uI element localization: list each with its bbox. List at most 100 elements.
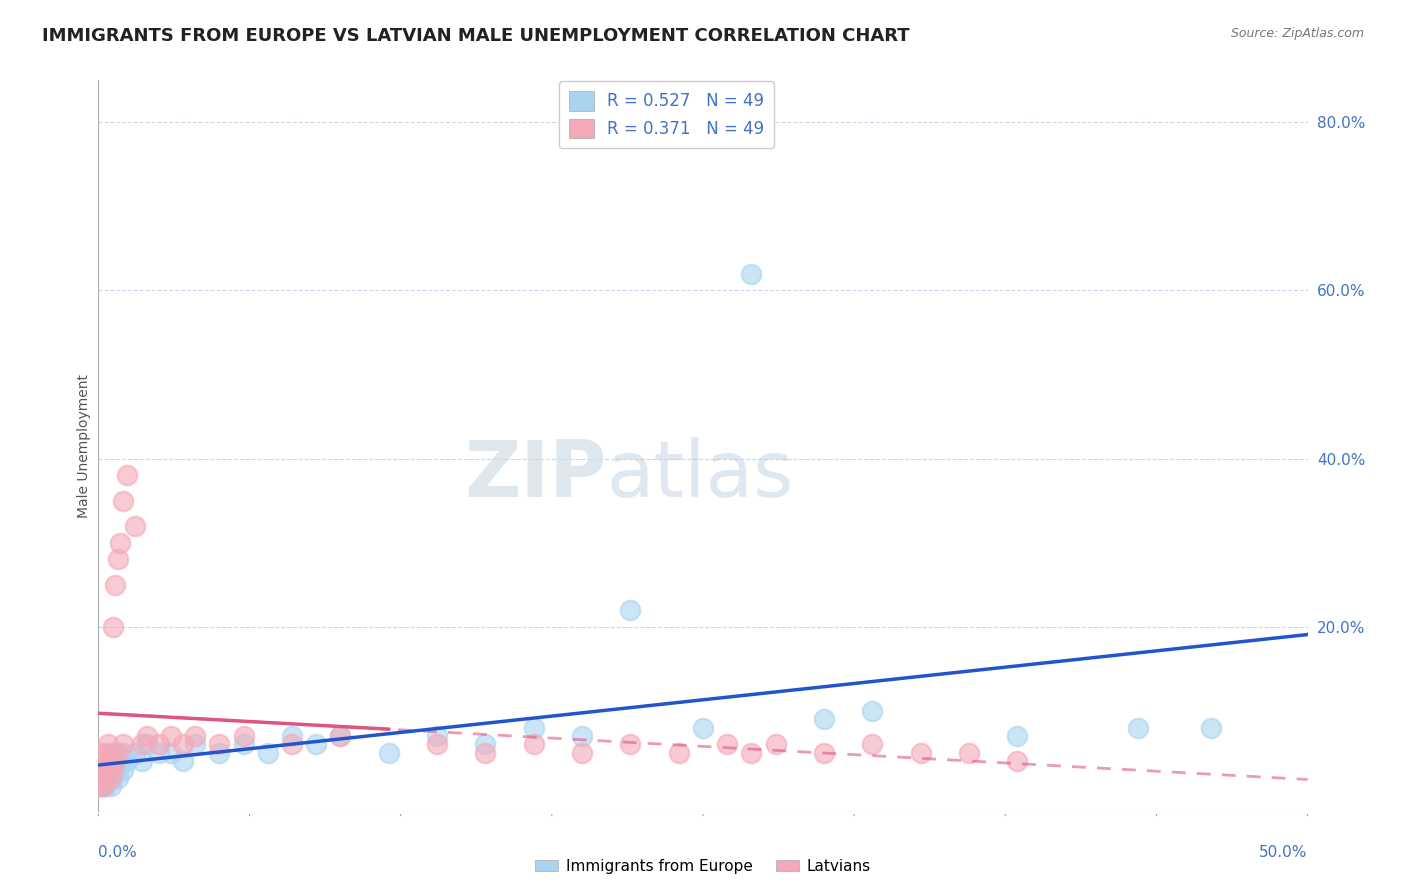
Point (208, 738, 231, 752)
Point (91, 763, 114, 777)
Point (107, 771, 129, 785)
Point (910, 746, 932, 760)
Legend: R = 0.527   N = 49, R = 0.371   N = 49: R = 0.527 N = 49, R = 0.371 N = 49 (560, 81, 775, 148)
Point (184, 738, 207, 752)
Point (148, 738, 170, 752)
Point (256, 746, 278, 760)
Point (740, 746, 762, 760)
Point (94, 746, 117, 760)
Point (107, 746, 129, 760)
Point (377, 746, 399, 760)
Text: ZIP: ZIP (464, 437, 606, 513)
Point (232, 738, 254, 752)
Point (91, 771, 114, 785)
Point (692, 721, 714, 735)
Point (184, 729, 207, 743)
Point (117, 754, 139, 768)
Text: 50.0%: 50.0% (1260, 846, 1308, 861)
Point (160, 746, 183, 760)
Point (104, 578, 127, 592)
Point (94, 771, 117, 785)
Point (135, 729, 157, 743)
Point (124, 519, 146, 533)
Point (108, 535, 131, 549)
Point (860, 738, 883, 752)
Point (94, 771, 117, 785)
Point (813, 712, 835, 726)
Point (813, 746, 835, 760)
Point (131, 754, 153, 768)
Point (329, 729, 352, 743)
Point (108, 754, 131, 768)
Point (111, 763, 134, 777)
Point (281, 729, 304, 743)
Text: Source: ZipAtlas.com: Source: ZipAtlas.com (1230, 27, 1364, 40)
Point (97, 771, 120, 785)
Point (100, 771, 122, 785)
Point (94, 763, 117, 777)
Point (232, 729, 254, 743)
Text: atlas: atlas (606, 437, 794, 513)
Point (148, 746, 170, 760)
Text: 0.0%: 0.0% (98, 846, 138, 861)
Point (97, 738, 120, 752)
Point (90, 780, 112, 794)
Point (104, 754, 127, 768)
Point (94, 780, 117, 794)
Point (135, 738, 157, 752)
Y-axis label: Male Unemployment: Male Unemployment (77, 374, 91, 518)
Point (1007, 729, 1029, 743)
Point (90, 763, 112, 777)
Point (91, 754, 114, 768)
Point (619, 603, 641, 617)
Point (91, 771, 114, 785)
Point (107, 552, 129, 566)
Point (860, 704, 883, 718)
Point (91, 780, 114, 794)
Point (90, 771, 112, 785)
Point (160, 729, 183, 743)
Point (100, 754, 122, 768)
Point (90, 780, 112, 794)
Point (571, 729, 593, 743)
Point (957, 746, 980, 760)
Point (208, 746, 231, 760)
Point (117, 468, 139, 483)
Point (100, 763, 122, 777)
Point (111, 493, 134, 508)
Point (100, 754, 122, 768)
Point (716, 738, 738, 752)
Point (104, 763, 127, 777)
Point (281, 738, 304, 752)
Point (100, 780, 122, 794)
Point (1007, 754, 1029, 768)
Point (474, 746, 496, 760)
Point (426, 738, 449, 752)
Point (765, 738, 787, 752)
Point (94, 763, 117, 777)
Point (97, 763, 120, 777)
Point (668, 746, 690, 760)
Text: IMMIGRANTS FROM EUROPE VS LATVIAN MALE UNEMPLOYMENT CORRELATION CHART: IMMIGRANTS FROM EUROPE VS LATVIAN MALE U… (42, 27, 910, 45)
Point (111, 738, 134, 752)
Point (571, 746, 593, 760)
Point (101, 620, 124, 634)
Point (104, 754, 127, 768)
Point (91, 780, 114, 794)
Point (329, 729, 352, 743)
Point (90, 771, 112, 785)
Point (90, 746, 112, 760)
Point (523, 738, 546, 752)
Point (305, 738, 328, 752)
Point (101, 771, 124, 785)
Point (111, 746, 134, 760)
Point (97, 754, 120, 768)
Point (426, 729, 449, 743)
Point (523, 721, 546, 735)
Point (107, 746, 129, 760)
Legend: Immigrants from Europe, Latvians: Immigrants from Europe, Latvians (530, 853, 876, 880)
Point (101, 746, 124, 760)
Point (172, 754, 194, 768)
Point (1199, 721, 1222, 735)
Point (131, 738, 153, 752)
